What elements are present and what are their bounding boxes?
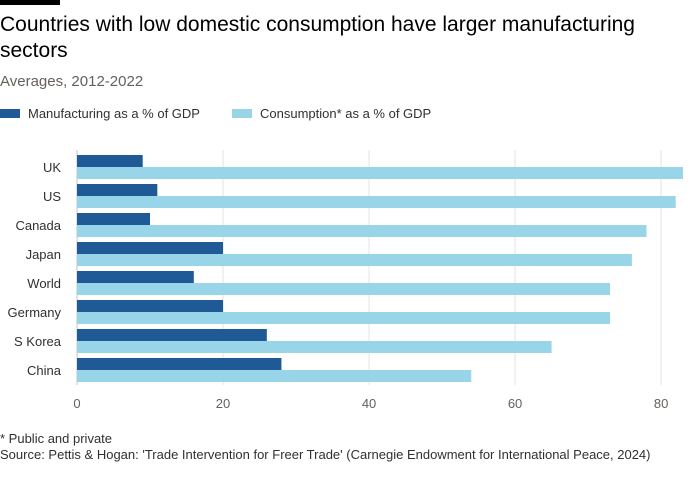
- bar-consumption-5: [77, 312, 610, 324]
- category-label-3: Japan: [26, 247, 61, 262]
- bar-consumption-2: [77, 225, 647, 237]
- legend: Manufacturing as a % of GDP Consumption*…: [0, 106, 463, 121]
- category-label-1: US: [43, 189, 61, 204]
- chart-title: Countries with low domestic consumption …: [0, 13, 635, 62]
- brand-rule: [0, 0, 60, 5]
- bar-manufacturing-7: [77, 358, 282, 370]
- bar-consumption-3: [77, 254, 632, 266]
- bar-manufacturing-4: [77, 271, 194, 283]
- bar-manufacturing-3: [77, 242, 224, 254]
- x-tick-label-2: 40: [362, 396, 376, 411]
- x-tick-label-0: 0: [73, 396, 80, 411]
- bar-consumption-6: [77, 341, 552, 353]
- bar-chart: 0 20 40 60 80 UK US Canada Japan World Germany S Ko…: [8, 150, 683, 411]
- x-tick-label-3: 60: [508, 396, 522, 411]
- x-tick-label-4: 80: [654, 396, 668, 411]
- category-label-5: Germany: [8, 305, 62, 320]
- category-label-2: Canada: [15, 218, 61, 233]
- footnotes: * Public and private Source: Pettis & Ho…: [0, 431, 695, 463]
- bar-manufacturing-0: [77, 155, 143, 167]
- bar-consumption-4: [77, 283, 610, 295]
- bar-consumption-0: [77, 167, 683, 179]
- bar-consumption-1: [77, 196, 676, 208]
- legend-item-consumption: Consumption* as a % of GDP: [231, 106, 432, 121]
- bar-manufacturing-5: [77, 300, 224, 312]
- category-label-0: UK: [43, 160, 61, 175]
- legend-label-manufacturing: Manufacturing as a % of GDP: [28, 106, 200, 121]
- x-tick-label-1: 20: [216, 396, 230, 411]
- bar-manufacturing-1: [77, 184, 158, 196]
- category-label-7: China: [27, 363, 62, 378]
- legend-swatch-manufacturing: [0, 109, 20, 118]
- chart-subtitle: Averages, 2012-2022: [0, 73, 144, 90]
- legend-swatch-consumption: [231, 109, 252, 118]
- category-label-4: World: [27, 276, 61, 291]
- bar-manufacturing-6: [77, 329, 267, 341]
- bar-manufacturing-2: [77, 213, 151, 225]
- footnote-source: Source: Pettis & Hogan: 'Trade Intervent…: [0, 447, 651, 462]
- legend-item-manufacturing: Manufacturing as a % of GDP: [0, 106, 200, 121]
- legend-label-consumption: Consumption* as a % of GDP: [259, 106, 432, 121]
- bar-consumption-7: [77, 370, 472, 382]
- footnote-note: * Public and private: [0, 431, 113, 446]
- category-label-6: S Korea: [14, 334, 62, 349]
